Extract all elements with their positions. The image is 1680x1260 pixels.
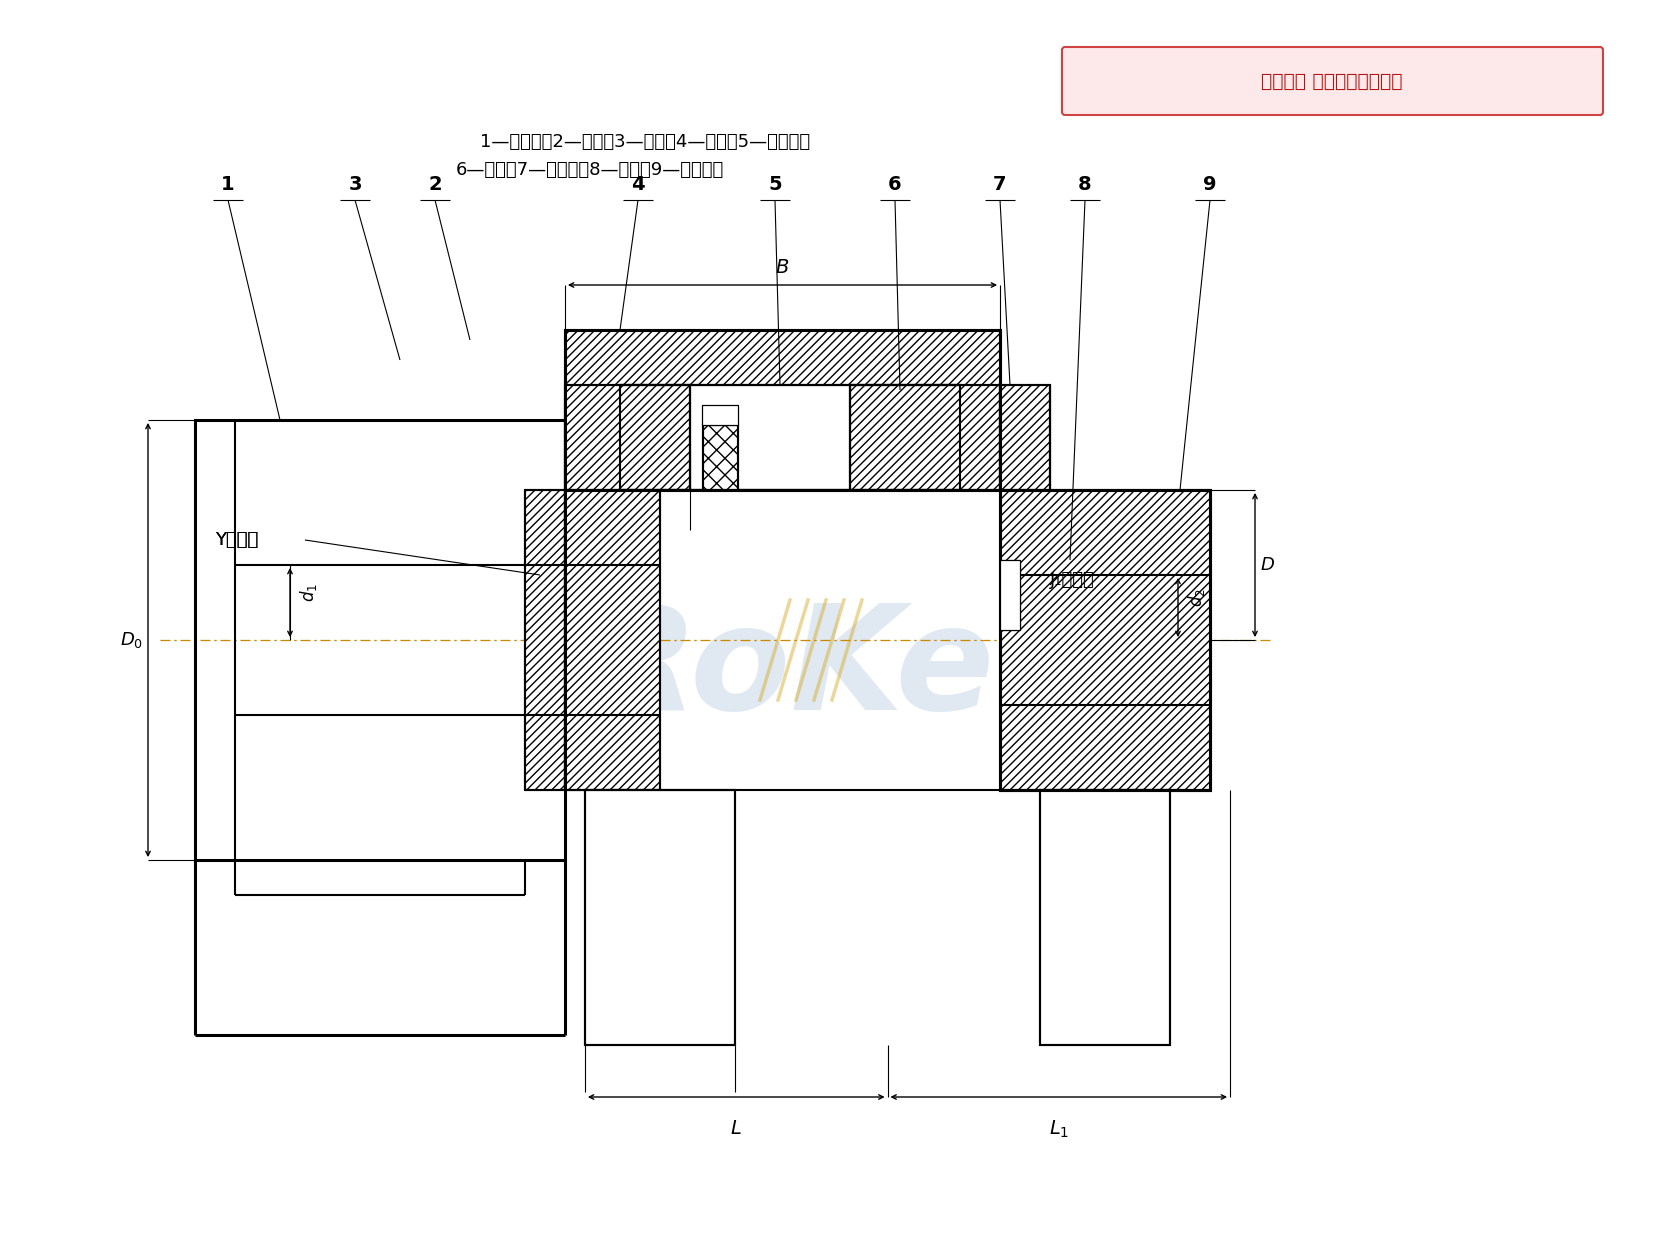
Bar — [526, 490, 564, 790]
Text: $L_1$: $L_1$ — [1048, 1119, 1068, 1140]
Bar — [585, 790, 736, 1045]
Bar — [1000, 490, 1210, 790]
Text: 4: 4 — [632, 175, 645, 194]
Bar — [564, 330, 1000, 490]
Text: 5: 5 — [768, 175, 781, 194]
Bar — [564, 330, 1000, 490]
Text: Y型轴孔: Y型轴孔 — [215, 530, 259, 549]
Bar — [564, 386, 690, 490]
Bar — [1000, 559, 1020, 630]
Text: 2: 2 — [428, 175, 442, 194]
Text: 1—制动轮；2—螺栓；3—垫圈；4—外套；5—内挡板；: 1—制动轮；2—螺栓；3—垫圈；4—外套；5—内挡板； — [480, 134, 810, 151]
Bar — [1000, 386, 1050, 490]
Text: J₁型轴孔: J₁型轴孔 — [1050, 571, 1095, 588]
Text: $D_0$: $D_0$ — [119, 630, 143, 650]
Bar — [702, 425, 738, 490]
Text: $D$: $D$ — [1260, 556, 1275, 575]
Bar — [702, 425, 738, 490]
Text: 6—柱销；7—外挡圈；8—挡圈；9—半联轴器: 6—柱销；7—外挡圈；8—挡圈；9—半联轴器 — [455, 161, 724, 179]
Text: $d_2$: $d_2$ — [1186, 588, 1206, 607]
Text: 6: 6 — [889, 175, 902, 194]
Text: 7: 7 — [993, 175, 1006, 194]
Text: 8: 8 — [1079, 175, 1092, 194]
Text: 版权所有 侵权必被严厉追究: 版权所有 侵权必被严厉追究 — [1262, 72, 1403, 91]
Text: ®: ® — [1105, 685, 1136, 714]
Text: L: L — [731, 1119, 741, 1138]
Text: RoKee: RoKee — [586, 600, 1094, 741]
Bar — [1000, 386, 1050, 490]
Bar — [850, 386, 1000, 490]
Bar — [1000, 559, 1020, 630]
Bar — [850, 386, 1000, 490]
Bar — [702, 404, 738, 425]
Text: Y型轴孔: Y型轴孔 — [215, 530, 259, 549]
Text: 3: 3 — [348, 175, 361, 194]
Text: 1: 1 — [222, 175, 235, 194]
Bar — [620, 386, 959, 490]
Bar — [564, 490, 660, 790]
Bar — [564, 386, 690, 490]
Bar — [1000, 559, 1020, 630]
Text: 9: 9 — [1203, 175, 1216, 194]
Bar — [620, 386, 959, 490]
Text: $d_1$: $d_1$ — [297, 583, 319, 602]
Bar — [1000, 490, 1210, 790]
Text: B: B — [776, 258, 790, 277]
Bar — [1040, 790, 1169, 1045]
Bar — [702, 404, 738, 425]
Bar — [564, 490, 660, 790]
Bar — [195, 420, 564, 861]
FancyBboxPatch shape — [1062, 47, 1603, 115]
Bar — [1040, 790, 1169, 1045]
Bar — [585, 790, 736, 1045]
